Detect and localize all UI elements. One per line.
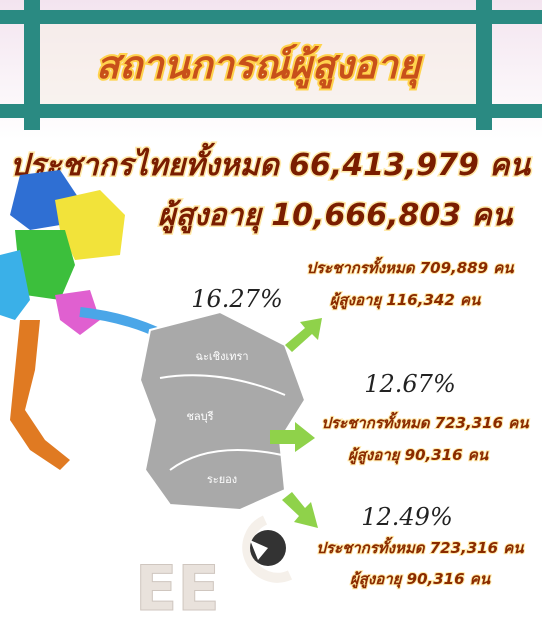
province-label: ฉะเชิงเทรา [195,350,248,363]
border [169,449,283,471]
green-arrows [270,318,322,528]
eec-region [138,310,307,512]
region-population: ประชากรทั้งหมด 723,316 คน [321,411,529,432]
region-population: ประชากรทั้งหมด 723,316 คน [316,536,524,557]
region-elderly: ผู้สูงอายุ 90,316 คน [348,446,489,465]
logo-icon [242,515,293,583]
region-population: ประชากรทั้งหมด 709,889 คน [306,256,514,277]
region-elderly: ผู้สูงอายุ 90,316 คน [350,570,491,589]
logo-text: EE [135,552,220,625]
region-elderly: ผู้สูงอายุ 116,342 คน [330,291,481,310]
region-percent: 12.49% [361,503,453,531]
total-elderly: ผู้สูงอายุ 10,666,803 คน [158,198,514,234]
province-label: ชลบุรี [186,410,213,423]
title-banner [0,0,542,130]
region-percent: 12.67% [364,370,456,398]
thailand-map [0,170,125,470]
region-percent: 16.27% [191,285,283,313]
border [159,374,286,396]
province-label: ระยอง [207,473,237,486]
total-population: ประชากรไทยทั้งหมด 66,413,979 คน [10,142,531,183]
title: สถานการณ์ผู้สูงอายุ [96,43,424,89]
